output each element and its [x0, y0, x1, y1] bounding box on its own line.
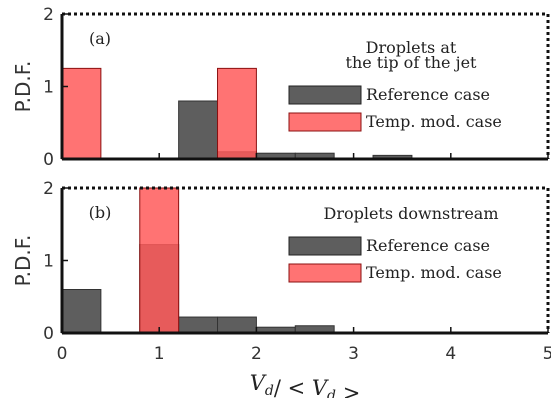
x-tick-label: 1 — [154, 344, 165, 364]
y-tick-label: 2 — [43, 179, 54, 199]
y-tick-label: 0 — [43, 150, 54, 170]
annotation-line: Droplets downstream — [323, 204, 498, 223]
reference-bar-3 — [217, 316, 257, 334]
x-tick-label: 2 — [251, 344, 262, 364]
x-axis-label-text: Vd/ < Vd > — [250, 371, 361, 398]
temp-mod-bar-1 — [217, 67, 257, 160]
x-tick-label: 0 — [57, 344, 68, 364]
y-axis-label: P.D.F. — [11, 61, 35, 113]
x-tick-label: 4 — [445, 344, 456, 364]
annotation-line: the tip of the jet — [346, 53, 478, 72]
legend-label-reference: Reference case — [366, 236, 490, 255]
legend-swatch-temp-mod — [288, 112, 362, 132]
y-axis-label: P.D.F. — [11, 235, 35, 287]
legend-label-reference: Reference case — [366, 85, 490, 104]
y-tick-label: 1 — [43, 78, 54, 98]
legend-swatch-temp-mod — [288, 263, 362, 283]
reference-bar-0 — [178, 100, 219, 160]
y-tick-label: 0 — [43, 324, 54, 344]
x-tick-label: 5 — [543, 344, 551, 364]
annotation-line: Droplets at — [366, 38, 457, 57]
x-axis-label: Vd/ < Vd > — [250, 371, 361, 398]
reference-bar-2 — [178, 316, 219, 334]
temp-mod-bar-0 — [61, 67, 102, 160]
panel-label: (a) — [89, 29, 111, 48]
y-tick-label: 1 — [43, 252, 54, 272]
y-tick-label: 2 — [43, 5, 54, 25]
x-tick-label: 3 — [348, 344, 359, 364]
reference-bar-0 — [61, 289, 102, 334]
legend-swatch-reference — [288, 236, 362, 256]
panel-label: (b) — [89, 203, 112, 222]
legend-label-temp-mod: Temp. mod. case — [366, 263, 502, 282]
panel-b: 0 1 2 0 1 2 3 4 5 P.D.F. (b) Droplets downstream Ref… — [11, 179, 551, 364]
temp-mod-bar-0 — [139, 187, 180, 334]
legend-label-temp-mod: Temp. mod. case — [366, 112, 502, 131]
legend-swatch-reference — [288, 85, 362, 105]
